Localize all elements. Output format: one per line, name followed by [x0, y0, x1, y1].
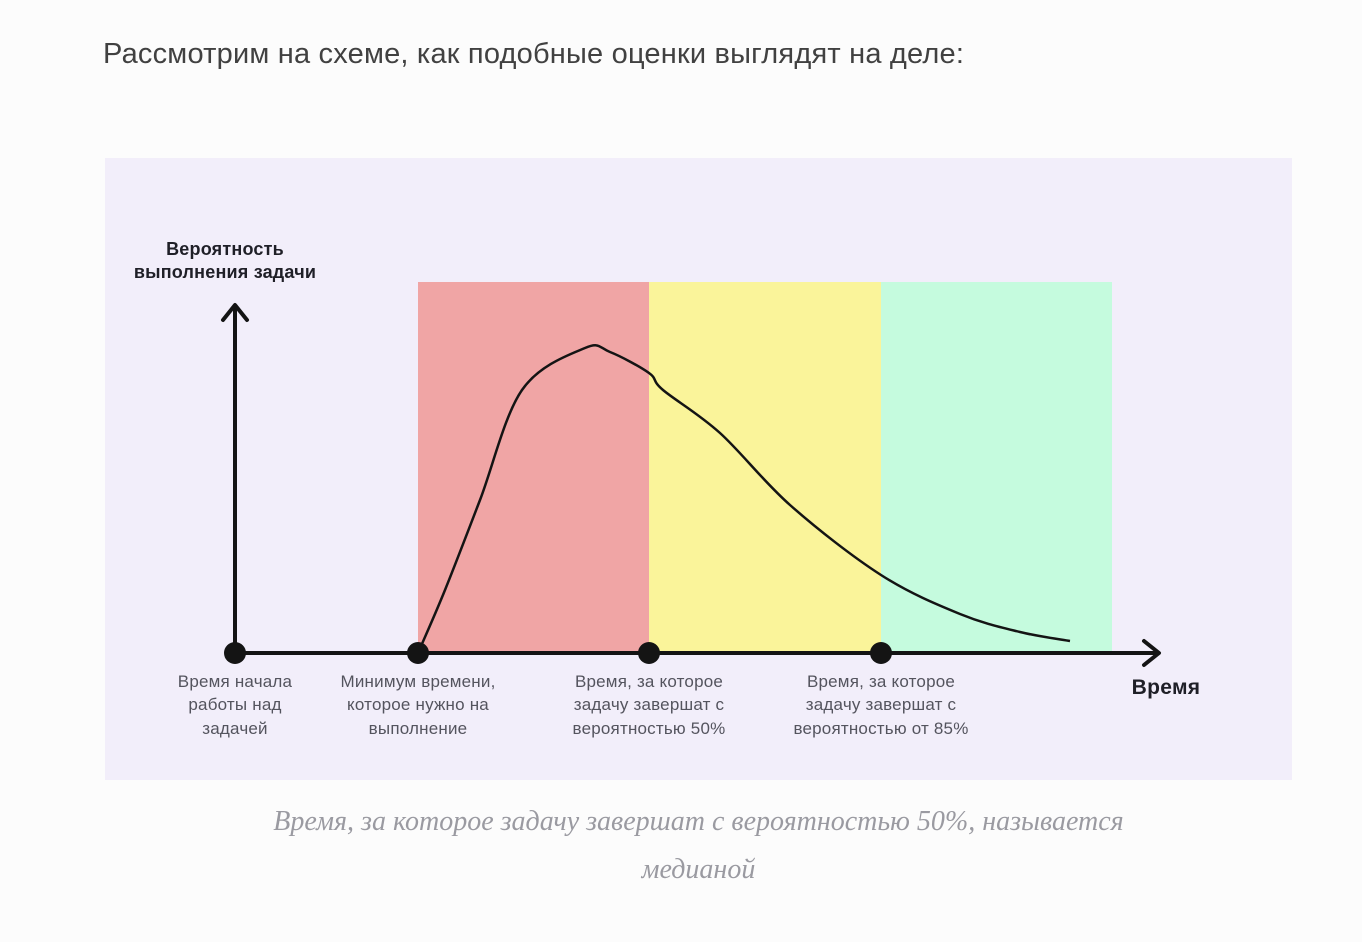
axis-marker-dot — [638, 642, 660, 664]
tick-label-1: Время начала работы над задачей — [177, 672, 293, 738]
chart-panel: Вероятность выполнения задачи Время Врем… — [105, 158, 1292, 780]
y-axis-arrowhead-icon — [221, 303, 249, 322]
caption-line-1: Время, за которое задачу завершат с веро… — [273, 806, 1124, 837]
axes-layer — [221, 303, 1161, 667]
x-axis-arrowhead-icon — [1142, 639, 1161, 667]
axis-marker-dot — [407, 642, 429, 664]
page-title: Рассмотрим на схеме, как подобные оценки… — [103, 38, 965, 70]
axis-marker-dot — [224, 642, 246, 664]
yellow-zone-region — [649, 282, 881, 653]
dots-layer — [224, 642, 892, 664]
chart-caption: Время, за которое задачу завершат с веро… — [105, 798, 1292, 894]
curve-layer — [416, 344, 1071, 654]
green-zone-region — [881, 282, 1112, 653]
region-layer — [418, 282, 1112, 653]
tick-label-4: Время, за которое задачу завершат с веро… — [793, 672, 969, 738]
y-axis-title: Вероятность выполнения задачи — [133, 239, 317, 283]
tick-label-3: Время, за которое задачу завершат с веро… — [572, 672, 726, 738]
tick-label-2: Минимум времени, которое нужно на выполн… — [340, 672, 496, 738]
x-axis-title: Время — [1131, 676, 1201, 699]
probability-curve — [416, 344, 1071, 654]
caption-line-2: медианой — [641, 854, 756, 886]
red-zone-region — [418, 282, 649, 653]
x-axis-tick-labels: Время начала работы над задачей Минимум в… — [105, 158, 1292, 780]
distribution-chart — [221, 282, 1161, 667]
axis-marker-dot — [870, 642, 892, 664]
